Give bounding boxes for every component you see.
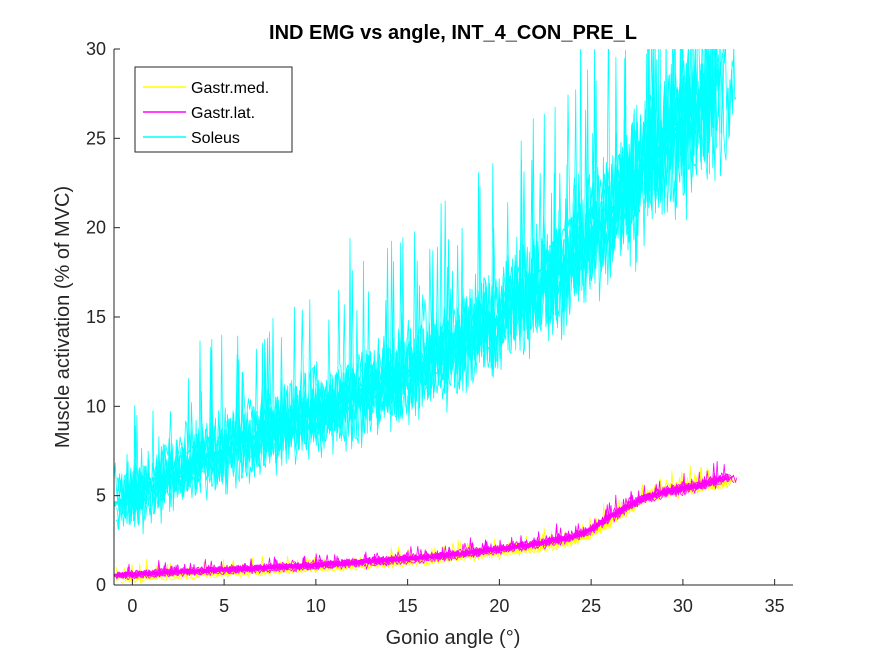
x-tick-label: 25: [581, 596, 601, 616]
chart-title: IND EMG vs angle, INT_4_CON_PRE_L: [269, 22, 637, 44]
y-tick-label: 5: [96, 486, 106, 506]
trial-line: [114, 49, 717, 510]
x-tick-label: 0: [127, 596, 137, 616]
mean-line: [114, 481, 710, 577]
mean-line: [114, 95, 711, 507]
legend-label-gastr-lat: Gastr.lat.: [191, 105, 255, 122]
legend-label-gastr-med: Gastr.med.: [191, 80, 269, 97]
x-tick-label: 35: [765, 596, 785, 616]
legend-label-soleus: Soleus: [191, 130, 240, 147]
series-gastr-lat: [114, 461, 738, 580]
x-ticks: 0 5 10 15 20 25 30 35: [127, 579, 785, 616]
y-tick-label: 0: [96, 575, 106, 595]
y-tick-label: 25: [86, 128, 106, 148]
series-layer: [114, 49, 738, 584]
y-tick-label: 10: [86, 396, 106, 416]
y-axis-label: Muscle activation (% of MVC): [52, 186, 74, 448]
y-tick-label: 15: [86, 307, 106, 327]
y-tick-label: 20: [86, 218, 106, 238]
y-tick-label: 30: [86, 39, 106, 59]
legend: Gastr.med. Gastr.lat. Soleus: [134, 66, 293, 153]
x-axis-label: Gonio angle (°): [386, 627, 521, 649]
y-ticks: 0 5 10 15 20 25 30: [86, 39, 120, 595]
trial-line: [115, 49, 737, 530]
legend-box: [134, 66, 293, 153]
x-tick-label: 30: [673, 596, 693, 616]
series-soleus: [114, 49, 737, 535]
x-tick-label: 20: [489, 596, 509, 616]
x-tick-label: 15: [398, 596, 418, 616]
x-tick-label: 5: [219, 596, 229, 616]
x-tick-label: 10: [306, 596, 326, 616]
